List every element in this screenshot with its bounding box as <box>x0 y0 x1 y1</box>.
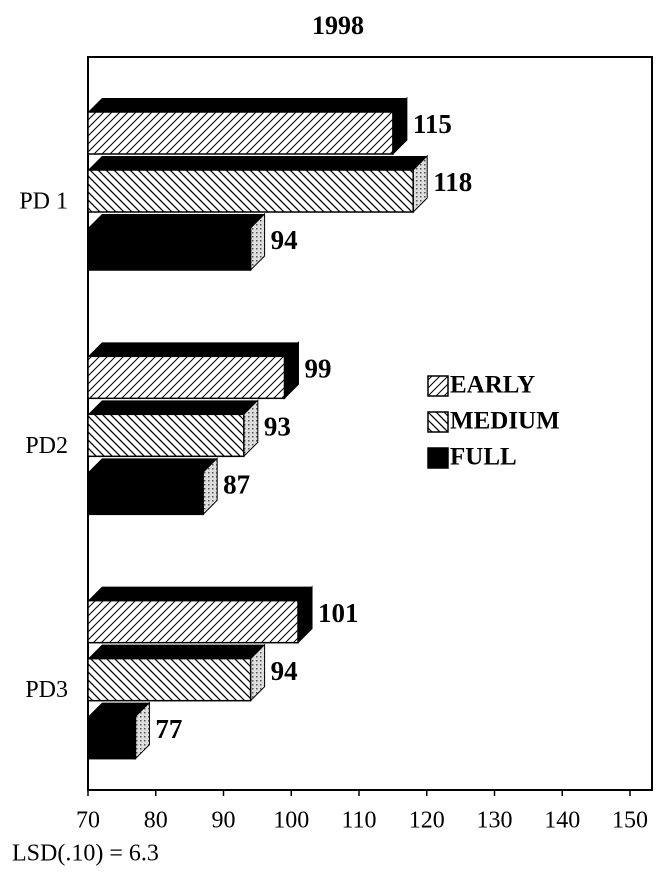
value-label: 118 <box>433 167 472 197</box>
bar-top <box>88 156 428 170</box>
legend-swatch <box>427 375 449 397</box>
legend-label: FULL <box>450 444 517 471</box>
x-tick-label: 100 <box>273 808 309 834</box>
x-tick-label: 120 <box>409 808 445 834</box>
x-tick-label: 90 <box>212 808 236 834</box>
legend-label: EARLY <box>450 372 535 399</box>
chart-title: 1998 <box>312 11 364 40</box>
bar-top <box>88 458 218 473</box>
bar <box>87 599 299 644</box>
bar <box>87 227 252 271</box>
value-label: 77 <box>155 714 182 744</box>
bar-top <box>88 586 313 601</box>
value-label: 99 <box>304 354 331 384</box>
bar <box>87 657 252 702</box>
bar-top <box>88 98 407 112</box>
bar <box>87 471 204 516</box>
x-tick-label: 110 <box>341 808 376 834</box>
bar-top <box>88 342 299 357</box>
bar-top <box>88 644 265 659</box>
x-tick-label: 150 <box>612 808 648 834</box>
x-tick-label: 70 <box>76 808 100 834</box>
x-tick-label: 140 <box>544 808 580 834</box>
x-tick-label: 130 <box>477 808 513 834</box>
bar <box>87 169 414 213</box>
bar <box>87 111 394 155</box>
bar <box>87 715 137 760</box>
value-label: 94 <box>271 656 298 686</box>
y-tick-label: PD2 <box>25 433 68 459</box>
y-tick-label: PD 1 <box>19 189 68 215</box>
legend-label: MEDIUM <box>450 408 560 435</box>
y-tick-label: PD3 <box>25 677 68 703</box>
value-label: 94 <box>271 225 298 255</box>
bar-top <box>88 214 265 228</box>
bar <box>87 355 286 400</box>
bar-top <box>88 400 258 415</box>
value-label: 101 <box>318 598 359 628</box>
legend-swatch <box>427 411 449 433</box>
x-tick-label: 80 <box>144 808 168 834</box>
legend-swatch <box>427 447 449 469</box>
value-label: 115 <box>413 109 452 139</box>
value-label: 87 <box>223 470 250 500</box>
bar <box>87 413 245 458</box>
annotation: LSD(.10) = 6.3 <box>12 841 159 867</box>
value-label: 93 <box>264 412 291 442</box>
bar-top <box>88 702 150 717</box>
